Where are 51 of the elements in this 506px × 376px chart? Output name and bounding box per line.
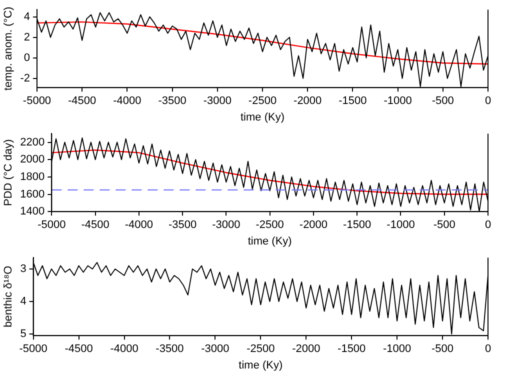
x-tick-label: -4000 [124,219,154,232]
x-tick-label: -5000 [38,219,66,232]
x-tick-label: -3000 [201,343,230,356]
x-tick-label: -500 [432,95,454,108]
x-tick-label: -4500 [64,343,93,356]
y-tick-label: 0 [24,52,30,64]
x-tick-label: -1500 [343,219,372,232]
x-tick-label: -3500 [168,219,197,232]
x-tick-label: -2500 [246,343,275,356]
y-tick-label: 2 [24,31,30,44]
x-tick-label: -5000 [22,95,52,108]
y-axis-title: temp. anom. (°C) [2,6,15,91]
y-tick-label: 1600 [20,188,45,200]
y-axis-title: PDD (°C day) [2,139,15,206]
x-tick-label: -3500 [156,343,184,356]
x-tick-label: -5000 [19,343,48,356]
x-tick-label: 0 [484,343,492,356]
x-tick-label: 0 [484,95,492,108]
y-tick-label: 4 [20,296,26,308]
y-tick-label: 4 [24,10,30,23]
y-tick-label: 3 [20,263,26,276]
x-tick-label: -4500 [81,219,110,232]
x-tick-label: -1000 [382,343,412,356]
x-tick-label: -1000 [386,219,415,232]
x-tick-label: -3000 [212,219,240,232]
x-tick-label: -1500 [338,95,367,108]
x-tick-label: -2000 [292,343,320,356]
x-tick-label: -2000 [299,219,328,232]
x-tick-label: -1500 [338,343,366,356]
y-tick-label: -2 [20,72,30,84]
x-tick-label: -500 [432,343,454,356]
x-tick-label: -2000 [294,95,322,108]
x-tick-label: -500 [433,219,456,232]
y-tick-label: 2000 [20,154,45,166]
y-tick-label: 2200 [20,136,45,148]
x-tick-label: -4500 [68,95,96,108]
x-tick-label: -4000 [113,95,142,108]
x-tick-label: -2500 [248,95,277,108]
x-axis-title: time (Ky) [238,359,283,372]
y-tick-label: 5 [20,328,26,340]
y-tick-label: 1800 [20,170,45,183]
y-tick-label: 1400 [20,206,45,218]
x-tick-label: -3500 [158,95,186,108]
x-tick-label: -4000 [110,343,138,356]
x-tick-label: -1000 [384,95,412,108]
x-axis-title: time (Ky) [240,111,284,124]
x-axis-title: time (Ky) [248,235,292,248]
x-tick-label: 0 [484,219,492,232]
x-tick-label: -2500 [256,219,284,232]
x-tick-label: -3000 [203,95,232,108]
y-axis-title: benthic δ¹⁸O [2,265,15,328]
